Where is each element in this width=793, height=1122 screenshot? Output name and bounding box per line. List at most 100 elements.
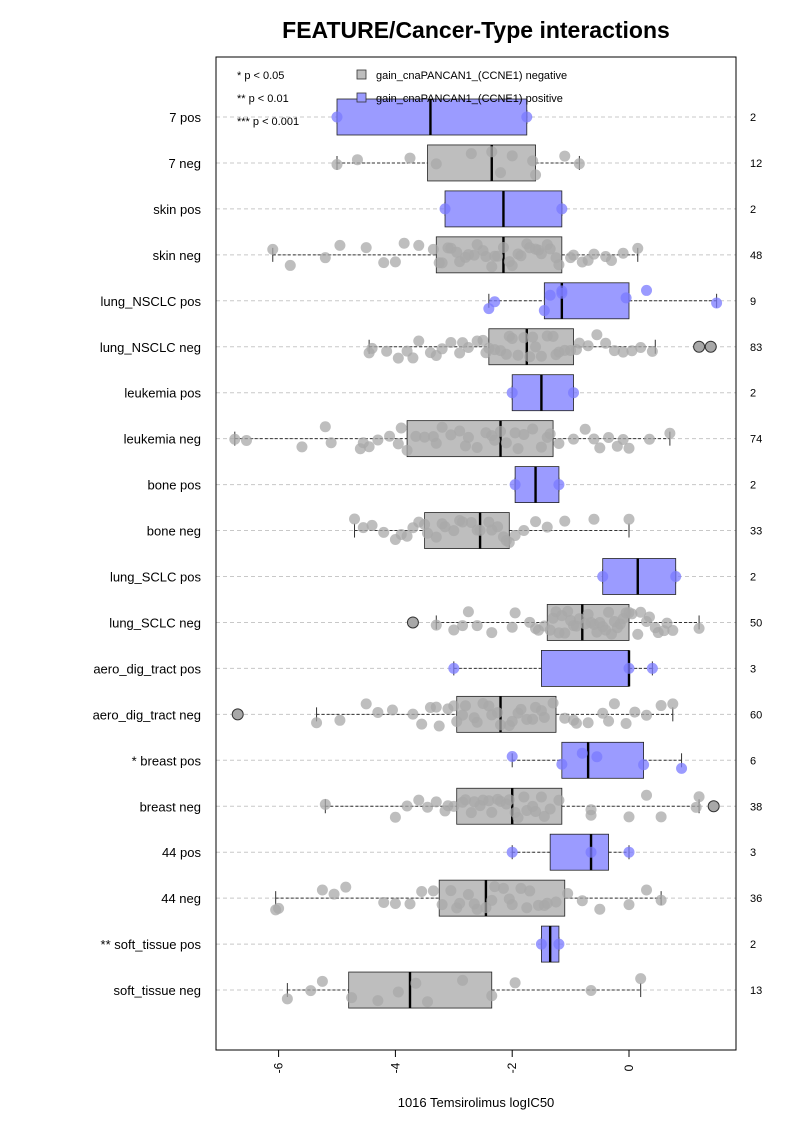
data-point: [512, 443, 524, 455]
data-point: [407, 522, 419, 534]
row-3: [267, 236, 644, 274]
data-point: [360, 698, 372, 710]
data-point: [468, 898, 480, 910]
row-label: lung_NSCLC neg: [100, 340, 201, 355]
data-point: [556, 285, 568, 297]
row-label: aero_dig_tract pos: [93, 661, 201, 676]
data-point: [430, 437, 442, 449]
data-point: [597, 707, 609, 719]
data-point: [430, 350, 442, 362]
data-point: [711, 297, 723, 309]
data-point: [477, 334, 489, 346]
data-point: [395, 422, 407, 434]
data-point: [603, 606, 615, 618]
data-point: [430, 158, 442, 170]
data-point: [535, 350, 547, 362]
data-point: [430, 796, 442, 808]
data-point: [281, 993, 293, 1005]
data-point: [451, 902, 463, 914]
data-point: [471, 620, 483, 632]
data-point: [366, 519, 378, 531]
data-point: [579, 423, 591, 435]
data-point: [319, 421, 331, 433]
data-point: [544, 289, 556, 301]
data-point: [495, 425, 507, 437]
data-point: [591, 751, 603, 763]
data-point: [500, 437, 512, 449]
data-point: [497, 882, 509, 894]
data-point: [389, 256, 401, 268]
data-point: [471, 239, 483, 251]
data-point: [419, 518, 431, 530]
row-count: 2: [750, 112, 756, 124]
data-point: [319, 252, 331, 264]
data-point: [632, 242, 644, 254]
data-point: [401, 444, 413, 456]
row-label: skin neg: [153, 248, 201, 263]
data-point: [448, 624, 460, 636]
data-point: [623, 513, 635, 525]
data-point: [594, 903, 606, 915]
data-point: [676, 762, 688, 774]
data-point: [349, 513, 361, 525]
data-point: [436, 899, 448, 911]
data-point: [331, 111, 343, 123]
data-point: [524, 242, 536, 254]
data-point: [527, 331, 539, 343]
data-point: [530, 516, 542, 528]
data-point: [416, 718, 428, 730]
data-point: [690, 801, 702, 813]
data-point: [316, 884, 328, 896]
legend-label: gain_cnaPANCAN1_(CCNE1) negative: [376, 70, 567, 82]
data-point: [413, 239, 425, 251]
data-point: [582, 717, 594, 729]
box: [427, 144, 536, 182]
data-point: [372, 995, 384, 1007]
data-point: [427, 243, 439, 255]
row-1: [331, 144, 585, 182]
row-count: 48: [750, 250, 762, 262]
legend-swatch: [356, 69, 367, 80]
row-label: breast neg: [140, 799, 201, 814]
data-point: [331, 158, 343, 170]
data-point: [568, 433, 580, 445]
data-point: [389, 897, 401, 909]
box: [549, 833, 609, 871]
row-label: leukemia pos: [124, 386, 201, 401]
data-point: [550, 252, 562, 264]
data-point: [518, 791, 530, 803]
data-point: [413, 335, 425, 347]
data-point: [316, 975, 328, 987]
row-4: [483, 282, 723, 320]
data-point: [454, 425, 466, 437]
data-point: [585, 984, 597, 996]
data-point: [471, 716, 483, 728]
data-point: [643, 433, 655, 445]
data-point: [535, 705, 547, 717]
data-point: [430, 701, 442, 713]
data-point: [623, 846, 635, 858]
row-count: 2: [750, 939, 756, 951]
data-point: [401, 800, 413, 812]
data-point: [457, 337, 469, 349]
data-point: [582, 254, 594, 266]
data-point: [544, 803, 556, 815]
data-point: [311, 717, 323, 729]
data-point: [486, 261, 498, 273]
data-point: [427, 885, 439, 897]
data-point: [509, 977, 521, 989]
row-count: 36: [750, 893, 762, 905]
data-point: [506, 260, 518, 272]
data-point: [635, 341, 647, 353]
data-point: [506, 750, 518, 762]
chart-title: FEATURE/Cancer-Type interactions: [282, 17, 670, 43]
data-point: [512, 349, 524, 361]
data-point: [372, 706, 384, 718]
data-point: [422, 996, 434, 1008]
row-count: 3: [750, 663, 756, 675]
data-point: [655, 894, 667, 906]
row-count: 9: [750, 296, 756, 308]
data-point: [407, 352, 419, 364]
data-point: [623, 442, 635, 454]
data-point: [398, 237, 410, 249]
